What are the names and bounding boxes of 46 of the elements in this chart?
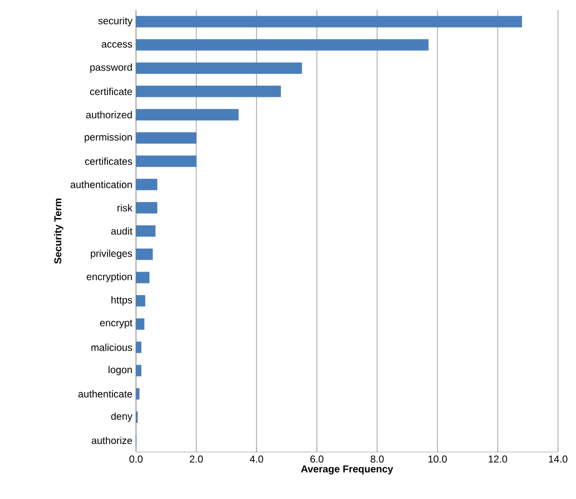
- x-tick-label: 8.0: [370, 456, 384, 463]
- y-tick-label: authorized: [86, 111, 132, 118]
- bar: [136, 342, 142, 354]
- bar: [136, 248, 153, 260]
- x-tick-label: 6.0: [310, 456, 324, 463]
- x-tick-label: 12.0: [488, 456, 508, 463]
- bar: [136, 202, 158, 214]
- bar: [136, 16, 522, 28]
- x-tick-label: 0.0: [129, 456, 143, 463]
- y-tick-label: password: [90, 64, 132, 73]
- y-tick-label: certificates: [85, 158, 132, 165]
- y-tick-label: malicious: [91, 344, 132, 351]
- x-tick-label: 10.0: [428, 456, 447, 463]
- x-tick-label: 4.0: [250, 456, 264, 463]
- y-tick-label: encrypt: [100, 320, 132, 328]
- bar: [136, 178, 158, 190]
- y-tick-label: logon: [108, 366, 132, 376]
- y-tick-label: access: [102, 42, 132, 48]
- y-tick-label: authentication: [70, 180, 132, 188]
- y-axis-title: Security Term: [54, 198, 64, 264]
- x-tick-label: 14.0: [549, 456, 568, 463]
- y-tick-label: encryption: [86, 272, 132, 282]
- bar: [136, 364, 142, 376]
- bar: [136, 156, 196, 167]
- y-tick-label: deny: [111, 412, 132, 422]
- y-tick-label: audit: [111, 227, 132, 235]
- y-tick-label: permission: [84, 133, 132, 143]
- y-tick-label: https: [111, 296, 132, 306]
- bar: [136, 388, 140, 400]
- y-tick-label: authenticate: [78, 390, 132, 398]
- bar: [136, 39, 429, 51]
- x-axis-title: Average Frequency: [301, 465, 394, 474]
- bar: [136, 86, 281, 98]
- bar: [136, 132, 196, 144]
- bar: [136, 225, 156, 237]
- bar: [136, 62, 302, 74]
- bar: [136, 108, 239, 120]
- bar: [136, 272, 150, 284]
- y-tick-label: privileges: [90, 250, 132, 259]
- y-tick-label: risk: [118, 204, 132, 212]
- bar: [136, 318, 144, 330]
- y-tick-label: security: [98, 16, 132, 26]
- y-tick-label: authorize: [92, 436, 132, 444]
- x-tick-label: 2.0: [190, 456, 203, 463]
- bar: [136, 295, 146, 306]
- y-tick-label: certificate: [90, 88, 132, 96]
